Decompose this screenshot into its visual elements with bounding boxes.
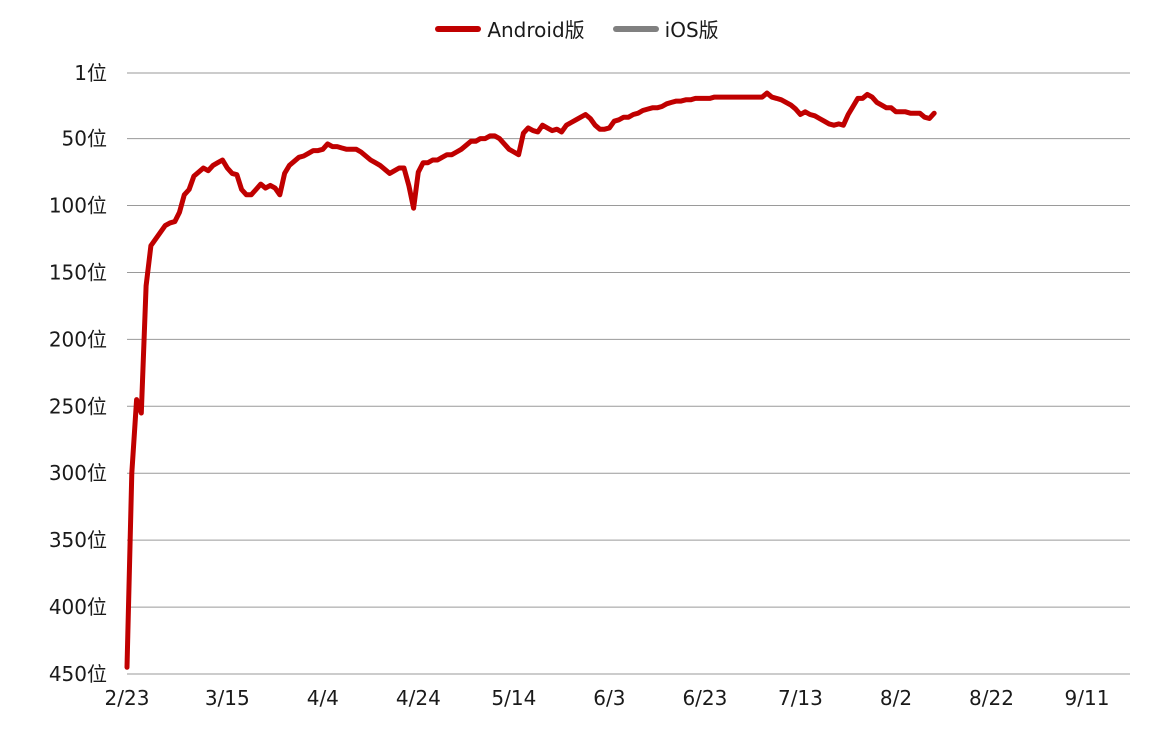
x-tick-label: 9/11 bbox=[1065, 686, 1110, 710]
y-tick-label: 150位 bbox=[49, 260, 107, 284]
x-tick-label: 5/14 bbox=[491, 686, 536, 710]
series-line bbox=[124, 90, 937, 670]
x-tick-label: 8/22 bbox=[969, 686, 1014, 710]
y-tick-label: 200位 bbox=[49, 327, 107, 351]
y-tick-label: 50位 bbox=[62, 127, 107, 151]
y-tick-label: 250位 bbox=[49, 394, 107, 418]
y-tick-label: 400位 bbox=[49, 595, 107, 619]
y-tick-label: 1位 bbox=[74, 61, 107, 85]
x-tick-label: 6/23 bbox=[682, 686, 727, 710]
x-tick-label: 6/3 bbox=[593, 686, 625, 710]
legend-label-android: Android版 bbox=[487, 18, 585, 42]
x-tick-label: 3/15 bbox=[205, 686, 250, 710]
y-tick-label: 300位 bbox=[49, 461, 107, 485]
x-tick-label: 4/24 bbox=[396, 686, 441, 710]
y-tick-label: 450位 bbox=[49, 662, 107, 686]
x-tick-label: 4/4 bbox=[307, 686, 339, 710]
x-tick-label: 7/13 bbox=[778, 686, 823, 710]
legend-item-android: Android版 bbox=[435, 14, 585, 43]
y-tick-label: 100位 bbox=[49, 194, 107, 218]
legend-swatch-ios bbox=[612, 25, 659, 32]
x-tick-label: 8/2 bbox=[880, 686, 912, 710]
legend-swatch-android bbox=[435, 25, 482, 32]
legend-label-ios: iOS版 bbox=[664, 18, 719, 42]
legend-item-ios: iOS版 bbox=[612, 14, 719, 43]
x-tick-label: 2/23 bbox=[105, 686, 150, 710]
chart-legend: Android版 iOS版 bbox=[0, 14, 1154, 43]
y-tick-label: 350位 bbox=[49, 528, 107, 552]
